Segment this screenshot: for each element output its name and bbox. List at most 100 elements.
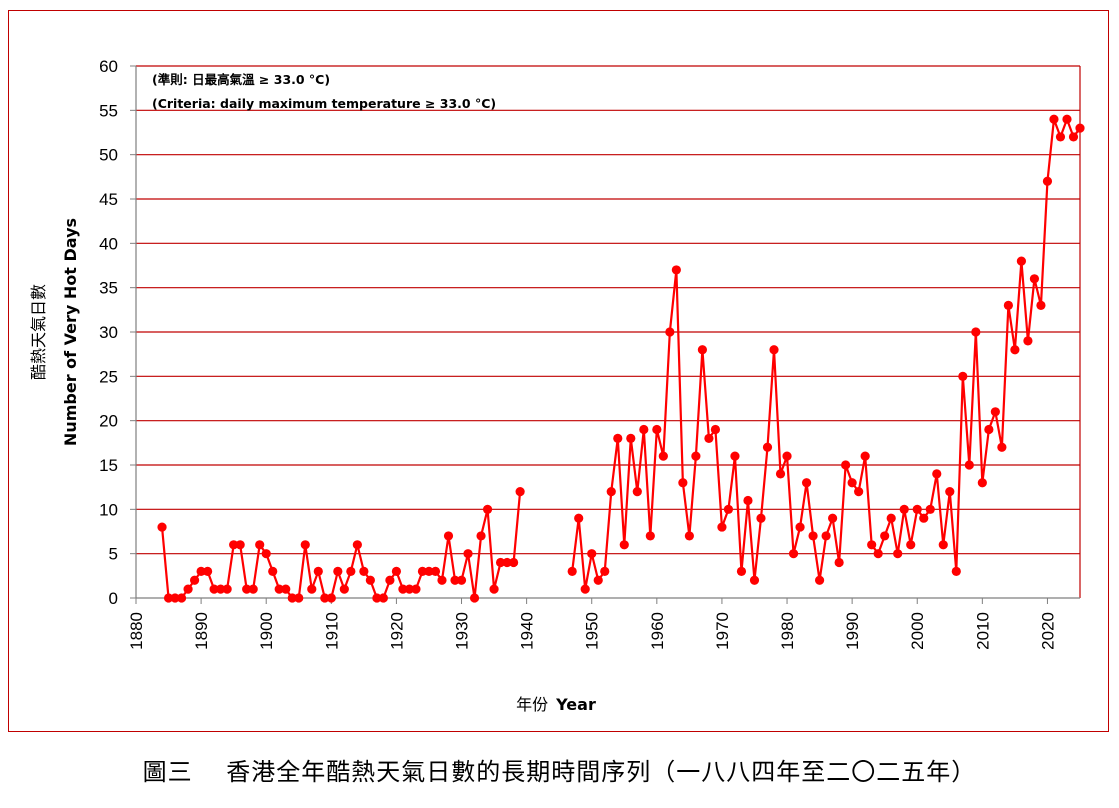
data-point-1923 — [411, 584, 421, 594]
data-point-1921 — [398, 584, 408, 594]
data-point-2012 — [990, 407, 1000, 417]
data-point-1976 — [756, 513, 766, 523]
data-point-2021 — [1049, 114, 1059, 124]
data-point-2025 — [1075, 123, 1085, 133]
x-tick-label: 1880 — [127, 612, 146, 650]
data-point-1912 — [339, 584, 349, 594]
data-point-1997 — [893, 549, 903, 559]
data-point-2005 — [945, 487, 955, 497]
data-point-1992 — [860, 451, 870, 461]
data-point-1998 — [899, 504, 909, 514]
data-point-1906 — [300, 540, 310, 550]
data-point-1915 — [359, 566, 369, 577]
data-point-1949 — [580, 584, 590, 594]
x-tick-label: 1910 — [322, 612, 341, 650]
data-point-1987 — [828, 513, 838, 523]
data-point-1885 — [163, 593, 174, 603]
data-point-1963 — [671, 265, 681, 275]
data-point-1901 — [268, 566, 278, 577]
x-axis-title-zh: 年份 — [516, 695, 548, 714]
data-point-1927 — [437, 575, 447, 585]
data-point-1914 — [352, 540, 362, 550]
data-point-1985 — [814, 575, 825, 585]
data-point-1911 — [333, 566, 343, 577]
data-point-2001 — [919, 513, 929, 523]
data-point-2009 — [971, 327, 981, 337]
data-point-2000 — [912, 504, 922, 514]
data-point-1974 — [743, 495, 753, 506]
data-point-1968 — [704, 433, 714, 443]
data-point-1887 — [176, 593, 187, 603]
data-point-1891 — [203, 566, 213, 577]
data-point-1967 — [697, 345, 708, 355]
series-layer — [157, 114, 1085, 603]
data-point-1888 — [183, 584, 193, 594]
data-point-1994 — [873, 549, 883, 559]
data-point-1884 — [157, 522, 167, 532]
data-point-1896 — [235, 540, 245, 550]
data-point-1983 — [801, 478, 812, 488]
data-point-1957 — [632, 487, 642, 497]
data-point-1931 — [463, 549, 473, 559]
data-point-1991 — [854, 487, 864, 497]
data-point-1952 — [600, 566, 610, 577]
data-point-2016 — [1016, 256, 1027, 266]
x-tick-label: 2020 — [1038, 612, 1057, 650]
data-point-1969 — [710, 424, 721, 435]
data-point-1973 — [736, 566, 747, 577]
x-tick-label: 1960 — [648, 612, 667, 650]
x-tick-label: 1930 — [453, 612, 472, 650]
data-point-1956 — [626, 433, 636, 443]
data-point-1996 — [886, 513, 896, 523]
data-point-1935 — [489, 584, 499, 594]
data-point-1892 — [209, 584, 219, 594]
data-point-1995 — [880, 531, 890, 541]
data-point-2011 — [984, 424, 994, 435]
data-point-1916 — [365, 575, 375, 585]
data-point-1951 — [593, 575, 603, 585]
data-point-1947 — [567, 566, 577, 577]
data-point-2013 — [997, 442, 1007, 452]
data-point-1898 — [248, 584, 258, 594]
series-line-segment-2 — [571, 118, 1081, 591]
data-point-1981 — [788, 549, 799, 559]
x-tick-label: 1950 — [583, 612, 602, 650]
data-point-1925 — [424, 566, 434, 577]
data-point-1913 — [346, 566, 356, 577]
x-tick-label: 2010 — [973, 612, 992, 650]
data-point-2002 — [925, 504, 935, 514]
y-tick-label: 20 — [99, 412, 118, 431]
y-tick-label: 30 — [99, 323, 118, 342]
data-point-1917 — [372, 593, 382, 603]
x-tick-label: 1980 — [778, 612, 797, 650]
data-point-1988 — [834, 557, 844, 568]
data-point-1980 — [782, 451, 792, 461]
data-point-1953 — [606, 487, 616, 497]
x-tick-label: 1900 — [257, 612, 276, 650]
x-tick-label: 1920 — [387, 612, 406, 650]
data-point-1903 — [281, 584, 291, 594]
data-point-1924 — [417, 566, 428, 577]
data-point-2022 — [1055, 132, 1066, 142]
x-tick-label: 2000 — [908, 612, 927, 650]
data-point-1999 — [906, 540, 916, 550]
data-point-2015 — [1010, 345, 1020, 355]
data-point-1930 — [456, 575, 467, 585]
y-tick-label: 15 — [99, 456, 118, 475]
data-point-2019 — [1036, 300, 1046, 310]
data-point-2003 — [932, 469, 942, 479]
y-tick-label: 45 — [99, 190, 118, 209]
y-tick-label: 0 — [109, 589, 118, 608]
data-point-1922 — [404, 584, 415, 594]
data-point-1907 — [307, 584, 317, 594]
data-point-1918 — [378, 593, 388, 603]
data-point-1909 — [320, 593, 330, 603]
y-axis-title-en-group: Number of Very Hot Days — [61, 218, 80, 446]
y-tick-label: 40 — [99, 234, 118, 253]
data-point-1986 — [821, 531, 831, 541]
data-point-1961 — [658, 451, 668, 461]
data-point-1908 — [313, 566, 323, 577]
data-point-1932 — [469, 593, 480, 603]
criteria-note: (準則: 日最高氣溫 ≥ 33.0 °C) (Criteria: daily m… — [152, 72, 496, 111]
data-point-1958 — [639, 424, 649, 435]
